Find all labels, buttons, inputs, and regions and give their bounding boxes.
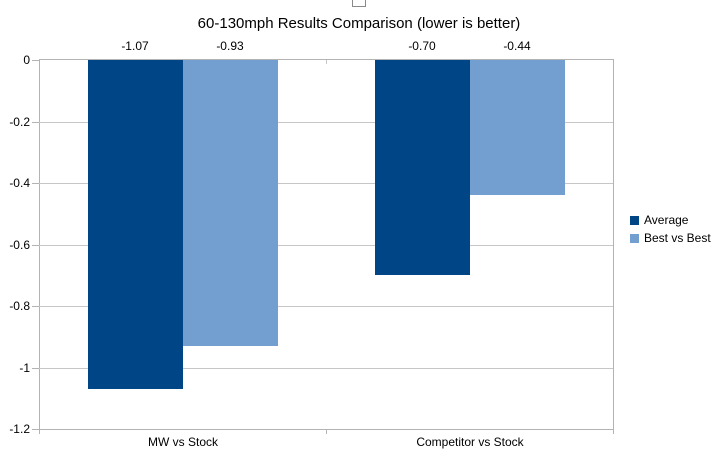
y-tick-label: 0: [23, 53, 30, 67]
gridline: [39, 122, 613, 123]
y-axis-tick: [32, 368, 39, 369]
bar-average: [88, 60, 183, 389]
y-tick-label: -1: [19, 361, 30, 375]
y-tick-label: -0.2: [9, 115, 30, 129]
legend-label: Best vs Best: [644, 231, 711, 245]
legend-label: Average: [644, 213, 689, 227]
x-axis-tick: [613, 429, 614, 434]
x-axis-tick: [326, 429, 327, 434]
bar-average: [375, 60, 470, 275]
gridline: [39, 183, 613, 184]
bar-value-label: -1.07: [121, 39, 149, 53]
x-axis-tick: [39, 429, 40, 434]
bar-best-vs-best: [183, 60, 278, 346]
legend-swatch-best-vs-best: [630, 233, 639, 243]
category-boundary-tick: [326, 60, 327, 64]
gridline: [39, 306, 613, 307]
y-axis-tick: [32, 60, 39, 61]
category-label: Competitor vs Stock: [416, 435, 524, 449]
gridline: [39, 245, 613, 246]
legend: Average Best vs Best: [630, 213, 711, 249]
y-tick-label: -0.4: [9, 176, 30, 190]
y-tick-label: -0.6: [9, 238, 30, 252]
y-axis-tick: [32, 306, 39, 307]
bar-value-label: -0.93: [216, 39, 244, 53]
legend-item: Best vs Best: [630, 231, 711, 245]
y-tick-label: -1.2: [9, 422, 30, 436]
legend-swatch-average: [630, 215, 639, 225]
bar-value-label: -0.44: [503, 39, 531, 53]
y-axis-tick: [32, 429, 39, 430]
gridline: [39, 368, 613, 369]
category-label: MW vs Stock: [147, 435, 218, 449]
cropped-box-glyph: [352, 0, 366, 7]
y-axis-tick: [32, 122, 39, 123]
legend-item: Average: [630, 213, 711, 227]
y-axis-tick: [32, 183, 39, 184]
bar-best-vs-best: [470, 60, 565, 195]
y-axis-tick: [32, 245, 39, 246]
y-tick-label: -0.8: [9, 299, 30, 313]
bar-value-label: -0.70: [408, 39, 436, 53]
chart-title: 60-130mph Results Comparison (lower is b…: [197, 15, 521, 32]
